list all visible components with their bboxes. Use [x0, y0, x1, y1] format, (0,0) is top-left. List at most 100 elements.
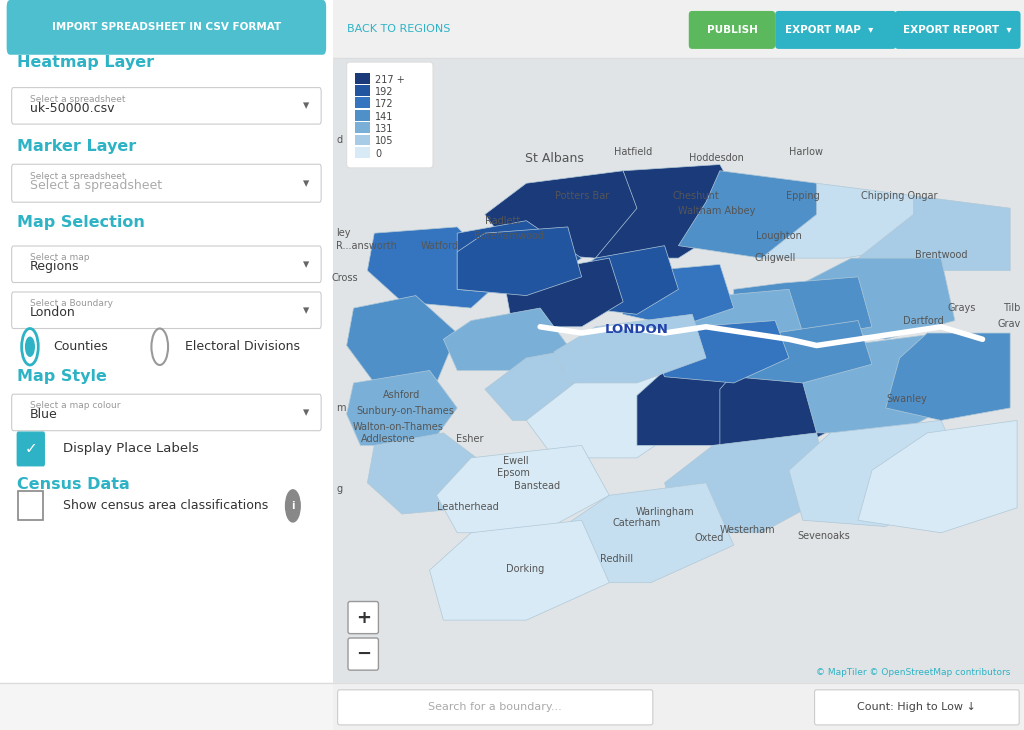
Text: Harlow: Harlow	[790, 147, 823, 157]
Circle shape	[26, 337, 34, 356]
Polygon shape	[567, 245, 679, 315]
Bar	[355, 122, 370, 133]
Text: ▾: ▾	[303, 258, 309, 271]
Text: Waltham Abbey: Waltham Abbey	[678, 207, 755, 216]
Text: Select a spreadsheet: Select a spreadsheet	[30, 172, 126, 180]
FancyBboxPatch shape	[338, 690, 653, 725]
Polygon shape	[886, 333, 1010, 420]
Bar	[355, 134, 370, 145]
FancyBboxPatch shape	[11, 394, 322, 431]
Text: ▾: ▾	[303, 406, 309, 419]
Text: Grav: Grav	[997, 319, 1021, 328]
FancyBboxPatch shape	[814, 690, 1019, 725]
Bar	[355, 97, 370, 108]
Text: +: +	[355, 609, 371, 626]
Text: Hatfield: Hatfield	[614, 147, 652, 157]
Text: Leatherhead: Leatherhead	[436, 502, 499, 512]
Text: Chipping Ongar: Chipping Ongar	[861, 191, 938, 201]
Text: Search for a boundary...: Search for a boundary...	[428, 702, 562, 712]
Text: Blue: Blue	[30, 408, 57, 421]
Polygon shape	[346, 296, 457, 383]
Text: ▾: ▾	[303, 99, 309, 112]
Text: 131: 131	[375, 124, 393, 134]
Text: Hoddesdon: Hoddesdon	[689, 153, 743, 164]
Text: LONDON: LONDON	[605, 323, 669, 337]
Text: d: d	[336, 134, 342, 145]
Text: ▾: ▾	[303, 177, 309, 190]
Polygon shape	[436, 445, 609, 533]
Polygon shape	[368, 433, 485, 514]
Text: Epsom: Epsom	[498, 469, 530, 478]
Text: Redhill: Redhill	[600, 554, 633, 564]
Text: Oxted: Oxted	[695, 533, 724, 542]
Text: Grays: Grays	[947, 303, 976, 313]
Text: Westerham: Westerham	[720, 525, 775, 534]
Text: IMPORT SPREADSHEET IN CSV FORMAT: IMPORT SPREADSHEET IN CSV FORMAT	[52, 22, 281, 32]
FancyBboxPatch shape	[775, 11, 896, 49]
Text: Chigwell: Chigwell	[755, 253, 796, 263]
Text: PUBLISH: PUBLISH	[707, 25, 758, 35]
Text: 172: 172	[375, 99, 393, 109]
Text: Watford: Watford	[421, 241, 459, 250]
Text: St Albans: St Albans	[524, 152, 584, 165]
Text: ▾: ▾	[303, 304, 309, 317]
Bar	[355, 110, 370, 120]
Text: Marker Layer: Marker Layer	[16, 139, 136, 154]
Text: Electoral Divisions: Electoral Divisions	[184, 340, 300, 353]
Text: Walton-on-Thames: Walton-on-Thames	[353, 422, 443, 431]
Bar	[18, 491, 43, 520]
Text: Heatmap Layer: Heatmap Layer	[16, 55, 154, 70]
Polygon shape	[762, 183, 921, 258]
Text: Counties: Counties	[53, 340, 108, 353]
Polygon shape	[554, 315, 707, 383]
Text: Select a Boundary: Select a Boundary	[30, 299, 113, 308]
Text: Map Selection: Map Selection	[16, 215, 144, 231]
Text: ley: ley	[336, 228, 351, 238]
FancyBboxPatch shape	[11, 246, 322, 283]
Text: 105: 105	[375, 137, 393, 147]
Polygon shape	[803, 258, 955, 339]
Polygon shape	[368, 227, 506, 308]
Text: 0: 0	[375, 149, 381, 159]
FancyBboxPatch shape	[11, 164, 322, 202]
Text: Swanley: Swanley	[886, 393, 927, 404]
Polygon shape	[720, 345, 872, 445]
Text: Dorking: Dorking	[506, 564, 544, 574]
Text: Sunbury-on-Thames: Sunbury-on-Thames	[356, 406, 455, 416]
Text: Census Data: Census Data	[16, 477, 129, 492]
Polygon shape	[526, 371, 692, 458]
Bar	[355, 72, 370, 83]
Text: g: g	[336, 484, 342, 494]
Text: Cheshunt: Cheshunt	[673, 191, 719, 201]
Text: −: −	[355, 645, 371, 663]
Text: Select a spreadsheet: Select a spreadsheet	[30, 179, 162, 192]
Polygon shape	[637, 358, 775, 445]
Text: i: i	[291, 501, 295, 511]
Text: Brentwood: Brentwood	[914, 250, 968, 260]
Text: Show census area classifications: Show census area classifications	[63, 499, 268, 512]
Polygon shape	[443, 308, 567, 371]
Polygon shape	[506, 258, 623, 327]
Text: Select a spreadsheet: Select a spreadsheet	[30, 95, 126, 104]
Text: Select a map colour: Select a map colour	[30, 402, 121, 410]
Bar	[355, 147, 370, 158]
Text: Loughton: Loughton	[756, 231, 802, 242]
Text: Addlestone: Addlestone	[360, 434, 416, 444]
Text: BACK TO REGIONS: BACK TO REGIONS	[346, 24, 450, 34]
Polygon shape	[485, 345, 623, 420]
Text: Display Place Labels: Display Place Labels	[63, 442, 199, 456]
Text: m: m	[336, 403, 346, 413]
Text: Map Style: Map Style	[16, 369, 106, 384]
Polygon shape	[679, 289, 803, 358]
Polygon shape	[430, 520, 609, 620]
Text: Borehamwood: Borehamwood	[474, 231, 544, 242]
Polygon shape	[457, 220, 582, 296]
FancyBboxPatch shape	[6, 0, 326, 55]
Polygon shape	[803, 333, 969, 433]
Text: Regions: Regions	[30, 260, 80, 273]
FancyBboxPatch shape	[895, 11, 1021, 49]
Polygon shape	[609, 264, 733, 327]
Bar	[0, 683, 333, 730]
FancyBboxPatch shape	[346, 62, 433, 168]
Text: Potters Bar: Potters Bar	[555, 191, 608, 201]
